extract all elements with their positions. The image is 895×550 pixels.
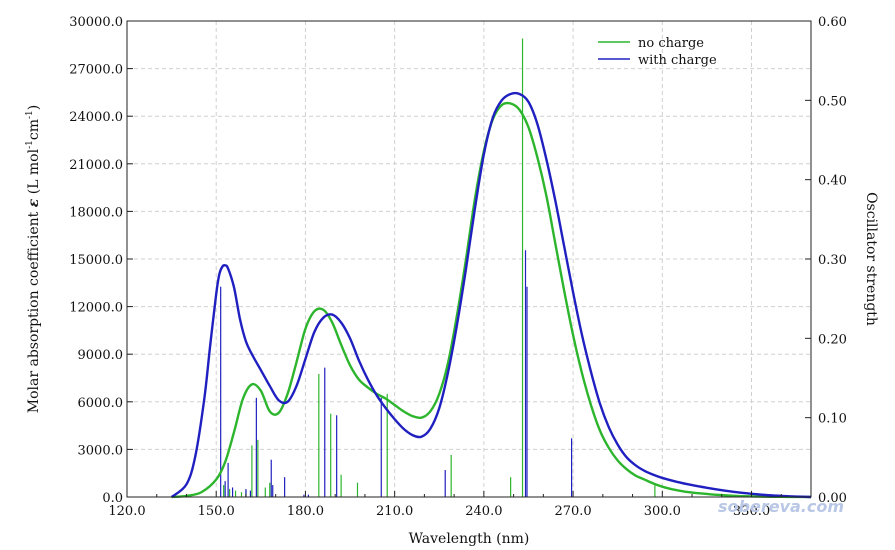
left-axis-title-sup-2: -1 <box>25 110 35 119</box>
spectrum-curves <box>170 91 812 499</box>
left-axis-title-unit-1: (L mol <box>26 148 42 198</box>
left-axis-title-main: Molar absorption coefficient <box>26 207 42 413</box>
left-y-tick-label: 27000.0 <box>69 63 123 78</box>
curve-with-charge <box>170 91 812 499</box>
watermark-text: sobereva.com <box>718 497 844 516</box>
x-tick-label: 180.0 <box>287 504 324 519</box>
right-y-tick-label: 0.50 <box>818 94 847 109</box>
left-y-tick-label: 15000.0 <box>69 253 123 268</box>
left-y-tick-label: 21000.0 <box>69 158 123 173</box>
left-y-tick-label: 12000.0 <box>69 301 123 316</box>
left-y-tick-label: 24000.0 <box>69 110 123 125</box>
right-y-tick-label: 0.60 <box>818 15 847 30</box>
left-y-tick-label: 30000.0 <box>69 15 123 30</box>
x-tick-label: 300.0 <box>644 504 681 519</box>
right-y-tick-label: 0.20 <box>818 332 847 347</box>
legend-label-no-charge: no charge <box>638 36 704 51</box>
legend-label-with-charge: with charge <box>638 53 717 68</box>
left-axis-title: Molar absorption coefficient ε (L mol-1c… <box>25 105 42 414</box>
left-axis-title-sup-1: -1 <box>25 140 35 149</box>
left-y-tick-label: 9000.0 <box>78 348 124 363</box>
left-axis-title-close: ) <box>26 105 42 110</box>
left-y-tick-label: 6000.0 <box>78 396 124 411</box>
x-axis-title: Wavelength (nm) <box>409 531 530 547</box>
axis-ticks: 120.0 150.0 180.0 210.0 240.0 270.0 300.0 330.0… <box>69 15 847 519</box>
x-tick-label: 240.0 <box>465 504 502 519</box>
right-y-tick-label: 0.30 <box>818 253 847 268</box>
legend: no charge with charge <box>598 36 717 68</box>
x-tick-label: 150.0 <box>198 504 235 519</box>
right-axis-title: Oscillator strength <box>863 192 879 326</box>
x-tick-label: 120.0 <box>108 504 145 519</box>
left-y-tick-label: 0.0 <box>102 491 123 506</box>
left-axis-title-unit-2: cm <box>26 119 42 140</box>
right-y-tick-label: 0.10 <box>818 412 847 427</box>
x-tick-label: 210.0 <box>376 504 413 519</box>
left-y-tick-label: 3000.0 <box>78 443 124 458</box>
left-axis-title-epsilon: ε <box>26 198 42 207</box>
right-y-tick-label: 0.00 <box>818 491 847 506</box>
left-y-tick-label: 18000.0 <box>69 205 123 220</box>
x-tick-label: 270.0 <box>554 504 591 519</box>
right-y-tick-label: 0.40 <box>818 174 847 189</box>
x-tick-label: 330.0 <box>733 504 770 519</box>
